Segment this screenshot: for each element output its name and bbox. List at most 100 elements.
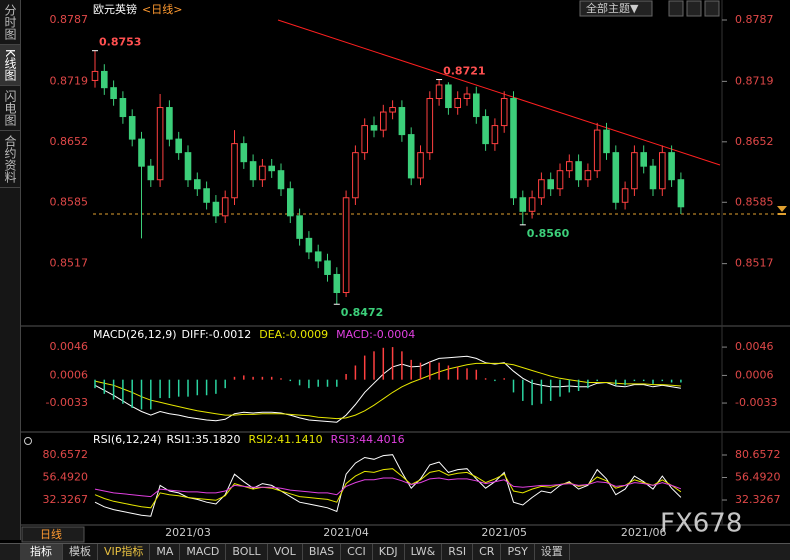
toolbar: 指标 模板 VIP指标 MA MACD BOLL VOL BIAS CCI KDJ LW& RSI CR… [0,543,790,560]
candle-body [333,273,341,294]
price-marker [778,213,786,215]
toolbar-item[interactable]: BIAS [303,544,342,560]
y-tick-label: 80.6572 [43,448,89,461]
y-tick-label-right: 0.0006 [735,368,774,381]
candle-body [454,98,461,109]
icon-button[interactable] [668,0,684,17]
candle-body [575,161,582,181]
y-tick-label: 0.8585 [50,195,89,208]
x-tick-label: 2021/04 [323,526,369,539]
candle-body [640,152,648,167]
candle-body [138,138,145,167]
toolbar-item[interactable]: 设置 [535,544,570,560]
sidebar-tab[interactable]: 分时图 [0,0,20,45]
toolbar-item[interactable]: CR [473,544,502,560]
candle-body [668,152,675,181]
toolbar-item[interactable]: MACD [180,544,227,560]
watermark: FX678 [660,509,742,539]
candle-body [249,161,257,181]
title: 欧元英镑 [93,2,137,16]
candle-body [110,87,117,100]
candle-body [352,152,359,199]
y-tick-label: 0.8517 [50,257,89,270]
candle-body [528,197,536,212]
period-button[interactable] [21,526,85,543]
series-line [94,355,681,423]
candle-body [417,152,424,179]
y-tick-label: -0.0033 [46,396,88,409]
sidebar-tab[interactable]: 合约资料 [0,131,20,188]
y-tick-label-right: 0.8719 [735,74,774,87]
panel-title: RSI(6,12,24) [93,433,161,446]
candle-body [91,70,99,81]
candle-body [194,179,201,190]
candle-body [407,134,415,179]
legend-entry: DIFF:-0.0012 [182,328,252,341]
candle-body [101,70,108,89]
y-tick-label-right: 80.6572 [735,448,781,461]
series-line [94,477,682,498]
toolbar-item[interactable]: PSY [501,544,535,560]
candle-body [119,98,127,118]
toolbar-item[interactable]: KDJ [373,544,405,560]
toolbar-item[interactable]: CCI [341,544,373,560]
candle-body [547,179,555,190]
y-tick-label-right: 56.4920 [735,471,781,484]
y-tick-label: 0.8652 [50,135,89,148]
candle-body [221,197,229,217]
candle-body [314,251,322,262]
annotation: 0.8721 [443,65,485,78]
y-tick-label-right: 0.8652 [735,135,774,148]
candle-body [156,107,164,181]
candle-body [631,152,638,190]
candle-body [463,93,471,100]
candle-body [603,129,610,154]
trend-line [277,19,721,166]
candle-body [491,125,499,145]
y-tick-label: 32.3267 [43,493,89,506]
toolbar-item[interactable]: 模板 [63,544,98,560]
candle-body [240,143,248,163]
icon-button[interactable] [686,0,702,17]
y-tick-label-right: 0.8517 [735,257,774,270]
candle-body [510,98,517,199]
icon-button[interactable] [704,0,720,17]
theme-button[interactable] [579,0,653,17]
candle-body [203,188,210,203]
y-tick-label: 0.8787 [50,13,89,26]
layout [20,0,790,543]
candle-body [398,107,406,136]
candle-body [426,98,434,154]
candle-body [175,138,182,154]
legend-entry: RSI3:44.4016 [331,433,405,446]
price-marker [777,206,787,212]
candle-body [324,260,331,275]
series-line [94,454,682,517]
sidebar-tab[interactable]: K线图 [0,45,20,86]
candle-body [296,215,303,239]
annotation: 0.8753 [99,36,141,49]
toolbar-item[interactable]: VOL [268,544,303,560]
toolbar-item[interactable]: 指标 [20,544,63,560]
toolbar-item[interactable]: LW& [405,544,443,560]
candle-body [677,179,685,208]
y-tick-label: 0.8719 [50,74,89,87]
candle-body [538,179,545,199]
y-tick-label-right: -0.0033 [735,396,777,409]
y-tick-label: 56.4920 [43,471,89,484]
candle-body [147,165,155,181]
sidebar-tab[interactable]: 闪电图 [0,86,20,131]
toolbar-item[interactable]: MA [150,544,181,560]
y-tick-label: 0.0046 [50,340,89,353]
theme-button-label[interactable]: 全部主题▼ [586,1,639,15]
period-button-label[interactable]: 日线 [40,527,62,541]
legend-entry: MACD:-0.0004 [336,328,415,341]
toolbar-item[interactable]: BOLL [226,544,268,560]
toolbar-item[interactable]: RSI [442,544,474,560]
x-tick-label: 2021/06 [621,526,667,539]
toolbar-item[interactable]: VIP指标 [98,544,151,560]
candle-body [277,170,285,190]
candle-body [389,107,396,113]
series-line [94,362,681,420]
